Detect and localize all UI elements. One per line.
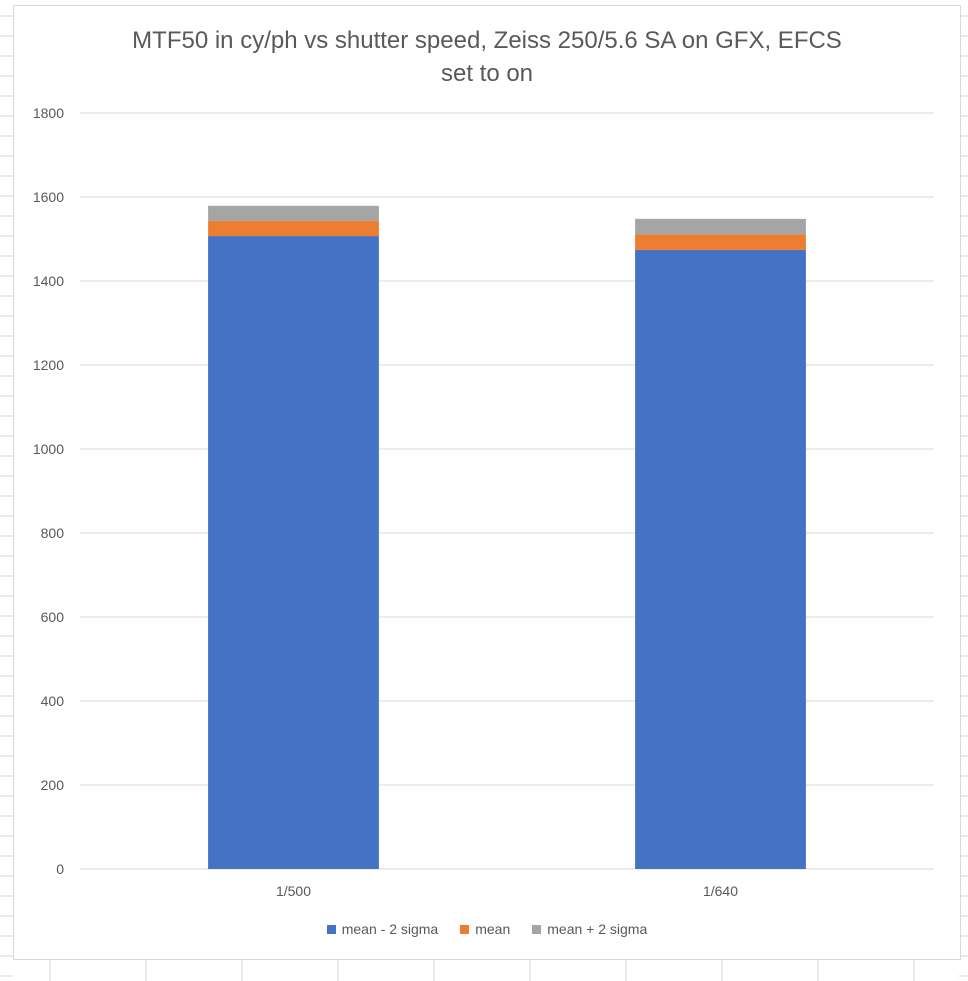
chart-title-line-1: MTF50 in cy/ph vs shutter speed, Zeiss 2… bbox=[132, 27, 842, 54]
bar-segment-2-1[interactable] bbox=[635, 218, 806, 235]
legend-label-mean: mean bbox=[475, 921, 511, 937]
bar-segment-0-1[interactable] bbox=[635, 249, 806, 870]
legend-label-upper: mean + 2 sigma bbox=[547, 921, 648, 937]
y-tick-label: 1000 bbox=[33, 441, 64, 457]
legend-swatch-upper bbox=[532, 924, 542, 934]
legend-item-lower: mean - 2 sigma bbox=[326, 921, 439, 937]
x-tick-label: 1/500 bbox=[276, 883, 311, 899]
y-tick-label: 1800 bbox=[33, 105, 64, 121]
legend-item-mean: mean bbox=[460, 921, 510, 937]
y-tick-label: 1200 bbox=[33, 357, 64, 373]
chart-plot: 0 200 400 600 800 1000 1200 1400 1600 1800 1/500 1/… bbox=[33, 105, 934, 899]
legend-swatch-lower bbox=[326, 924, 336, 934]
legend-label-lower: mean - 2 sigma bbox=[341, 921, 439, 937]
y-tick-label: 0 bbox=[56, 861, 64, 877]
bar-segment-0-0[interactable] bbox=[208, 236, 379, 869]
bar-segment-1-0[interactable] bbox=[208, 220, 379, 237]
y-tick-label: 400 bbox=[41, 693, 65, 709]
chart-title-line-2: set to on bbox=[440, 60, 534, 87]
y-tick-label: 1600 bbox=[33, 189, 64, 205]
y-tick-label: 200 bbox=[41, 777, 65, 793]
y-tick-label: 1400 bbox=[33, 273, 64, 289]
bar-segment-1-1[interactable] bbox=[635, 234, 806, 250]
chart-area[interactable]: MTF50 in cy/ph vs shutter speed, Zeiss 2… bbox=[13, 5, 961, 960]
x-tick-label: 1/640 bbox=[703, 883, 738, 899]
bar-segment-2-0[interactable] bbox=[208, 205, 379, 221]
y-tick-label: 800 bbox=[41, 525, 65, 541]
chart-legend: mean - 2 sigma mean mean + 2 sigma bbox=[14, 921, 960, 937]
legend-swatch-mean bbox=[460, 924, 470, 934]
legend-item-upper: mean + 2 sigma bbox=[532, 921, 647, 937]
y-tick-label: 600 bbox=[41, 609, 65, 625]
